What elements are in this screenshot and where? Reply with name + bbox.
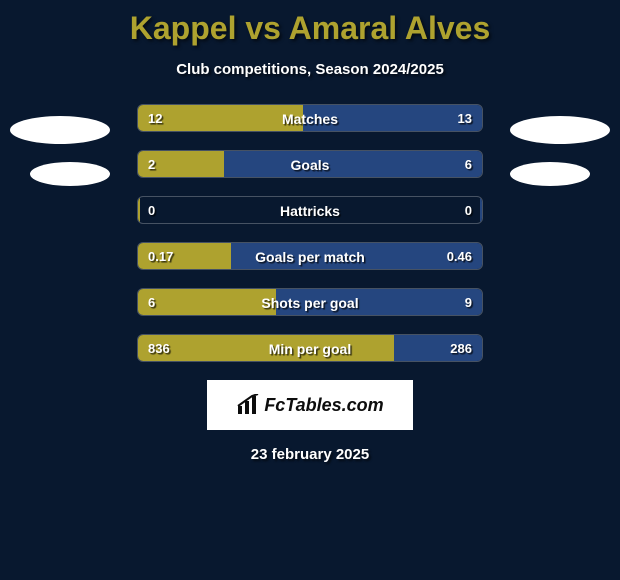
player-right-avatar [510,116,610,144]
bar-row: Hattricks0 0 [137,196,483,224]
bar-value-right: 13 [448,105,482,132]
bar-value-left: 12 [138,105,172,132]
subtitle: Club competitions, Season 2024/2025 [0,61,620,78]
bar-segment-right [224,151,482,177]
bar-value-left: 6 [138,289,165,316]
team-left-avatar [30,162,110,186]
bar-value-left: 836 [138,335,180,362]
bar-value-left: 0 [138,197,165,224]
bar-label: Hattricks [138,197,482,224]
logo-box: FcTables.com [207,380,413,430]
player-left-avatar [10,116,110,144]
comparison-chart: Matches1213Goals26Hattricks00Goals per m… [0,104,620,362]
bar-row: Goals26 [137,150,483,178]
bar-value-right: 9 [455,289,482,316]
bar-value-right: 286 [440,335,482,362]
footer-date: 23 february 2025 [0,446,620,463]
bar-value-left: 2 [138,151,165,178]
bar-segment-right [276,289,482,315]
team-right-avatar [510,162,590,186]
bar-row: Shots per goal69 [137,288,483,316]
chart-icon [236,394,260,416]
bar-value-right: 0 [455,197,482,224]
bar-row: Min per goal836286 [137,334,483,362]
bar-value-left: 0.17 [138,243,183,270]
bar-value-right: 0.46 [437,243,482,270]
bar-row: Matches1213 [137,104,483,132]
page-title: Kappel vs Amaral Alves [0,0,620,47]
bar-value-right: 6 [455,151,482,178]
bars-container: Matches1213Goals26Hattricks00Goals per m… [137,104,483,362]
logo-text: FcTables.com [264,395,383,416]
bar-row: Goals per match0.170.46 [137,242,483,270]
